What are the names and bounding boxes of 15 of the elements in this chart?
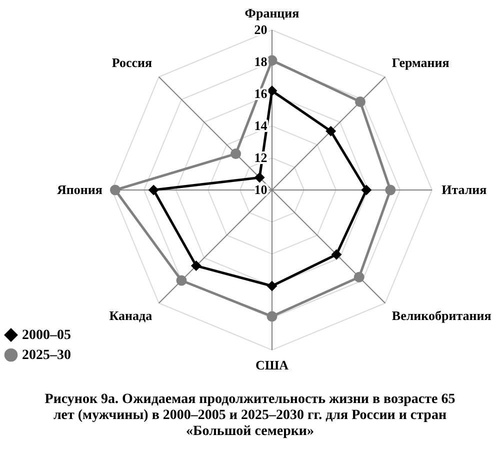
spoke-label: Япония	[56, 182, 102, 197]
legend-label: 2025–30	[22, 348, 71, 363]
spoke-label: Канада	[109, 308, 153, 323]
legend-label: 2000–05	[22, 328, 71, 343]
y-tick-label: 20	[254, 22, 268, 37]
spoke-label: США	[255, 358, 290, 373]
y-tick-label: 18	[254, 54, 268, 69]
text: Рисунок 9а. Ожидаемая продолжительность жизни в возрасте 65 лет (мужчины) в 2000–2005 и 2025–2030 гг. для России и стран «Большой семерки»	[44, 392, 456, 440]
spoke-label: Франция	[244, 5, 300, 20]
y-tick-label: 10	[254, 182, 268, 197]
spoke-label: Италия	[442, 182, 487, 197]
spoke-label: Германия	[392, 55, 450, 70]
y-tick-label: 16	[254, 86, 268, 101]
spoke-label: Великобритания	[392, 308, 492, 323]
spoke-label: Россия	[112, 55, 152, 70]
